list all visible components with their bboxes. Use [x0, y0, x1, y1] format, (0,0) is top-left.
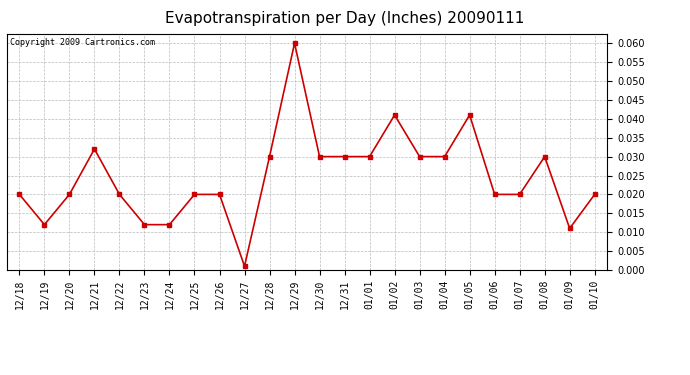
- Text: Copyright 2009 Cartronics.com: Copyright 2009 Cartronics.com: [10, 39, 155, 48]
- Text: Evapotranspiration per Day (Inches) 20090111: Evapotranspiration per Day (Inches) 2009…: [166, 11, 524, 26]
